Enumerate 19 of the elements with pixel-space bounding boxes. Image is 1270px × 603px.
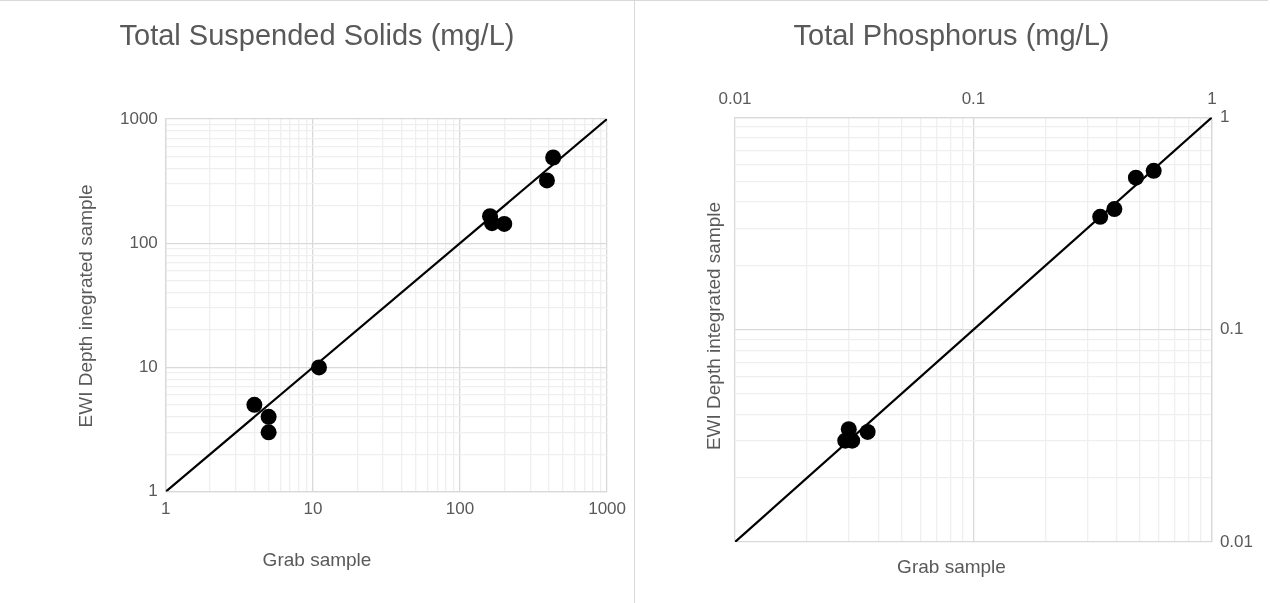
x-tick-label: 1000: [588, 499, 626, 519]
chart-title: Total Suspended Solids (mg/L): [118, 19, 516, 52]
y-tick-label: 10: [138, 357, 158, 377]
x-axis-title: Grab sample: [261, 549, 373, 571]
y-tick-label: 0.1: [1219, 319, 1244, 339]
y-tick-label: 0.01: [1219, 531, 1254, 551]
x-tick-label: 0.1: [961, 88, 986, 108]
x-tick-label: 10: [303, 499, 323, 519]
chart-title: Total Phosphorus (mg/L): [792, 19, 1111, 52]
y-tick-label: 1: [148, 481, 158, 501]
y-tick-label: 100: [129, 232, 158, 252]
x-tick-label: 100: [445, 499, 475, 519]
y-axis-title: EWI Depth integrated sample: [703, 201, 726, 451]
y-tick-label: 1: [1219, 107, 1230, 127]
x-axis-title: Grab sample: [896, 556, 1007, 578]
y-tick-label: 1000: [119, 108, 158, 128]
x-tick-label: 0.01: [718, 88, 752, 108]
y-axis-title: EWI Depth inegrated sample: [74, 184, 97, 428]
x-tick-label: 1: [161, 499, 171, 519]
